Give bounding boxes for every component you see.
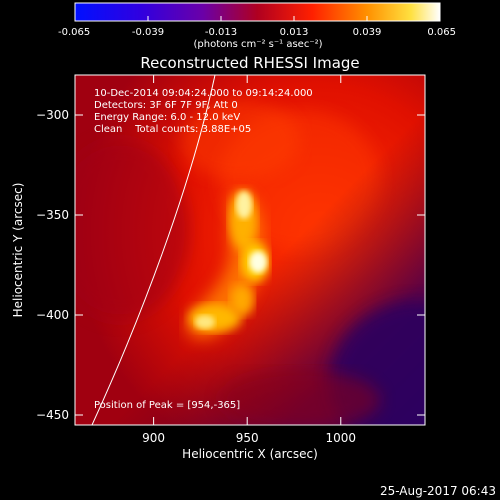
x-axis-label: Heliocentric X (arcsec) bbox=[182, 447, 318, 461]
y-axis-label: Heliocentric Y (arcsec) bbox=[11, 183, 25, 318]
colorbar-ticks: -0.065 -0.039 -0.013 0.013 0.039 0.065 bbox=[58, 16, 456, 38]
timestamp: 25-Aug-2017 06:43 bbox=[380, 484, 496, 498]
chart-title: Reconstructed RHESSI Image bbox=[140, 54, 359, 72]
info-line-2: Detectors: 3F 6F 7F 9F, Att 0 bbox=[94, 100, 238, 111]
y-tick-label: −350 bbox=[36, 208, 69, 222]
colorbar-tick-label: -0.065 bbox=[58, 27, 90, 38]
x-tick-label: 1000 bbox=[326, 431, 357, 445]
info-line-3: Energy Range: 6.0 - 12.0 keV bbox=[94, 112, 240, 123]
plot-frame bbox=[74, 74, 426, 426]
colorbar bbox=[74, 2, 441, 22]
colorbar-units: (photons cm⁻² s⁻¹ asec⁻²) bbox=[193, 39, 322, 50]
heatmap-image bbox=[75, 75, 425, 425]
x-tick-label: 950 bbox=[236, 431, 259, 445]
colorbar-tick-label: 0.065 bbox=[427, 27, 456, 38]
y-tick-label: −450 bbox=[36, 408, 69, 422]
colorbar-tick-label: -0.039 bbox=[132, 27, 164, 38]
y-axis-ticks: −300 −350 −400 −450 bbox=[36, 108, 425, 422]
colorbar-tick-label: 0.013 bbox=[280, 27, 309, 38]
info-line-4: Clean Total counts: 3.88E+05 bbox=[94, 124, 251, 135]
info-block: 10-Dec-2014 09:04:24.000 to 09:14:24.000… bbox=[94, 88, 313, 135]
y-tick-label: −300 bbox=[36, 108, 69, 122]
colorbar-tick-label: 0.039 bbox=[353, 27, 382, 38]
x-axis-ticks: 900 950 1000 bbox=[142, 75, 356, 445]
y-tick-label: −400 bbox=[36, 308, 69, 322]
info-line-1: 10-Dec-2014 09:04:24.000 to 09:14:24.000 bbox=[94, 88, 313, 99]
solar-limb-arc bbox=[91, 75, 216, 425]
peak-label: Position of Peak = [954,-365] bbox=[94, 400, 240, 411]
colorbar-tick-label: -0.013 bbox=[205, 27, 237, 38]
x-tick-label: 900 bbox=[142, 431, 165, 445]
